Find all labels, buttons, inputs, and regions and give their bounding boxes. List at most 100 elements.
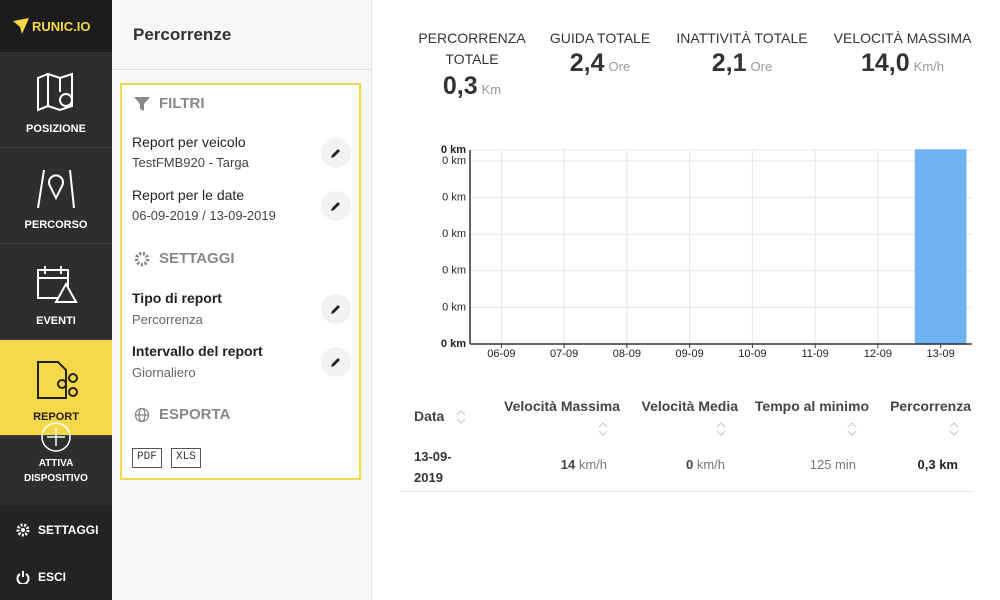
stat-unit: Km/h	[913, 59, 944, 74]
stat-value: 0,3	[442, 72, 478, 100]
field-value: Percorrenza	[132, 312, 203, 327]
stat: INATTIVITÀ TOTALE 2,1 Ore	[667, 28, 817, 78]
pencil-icon	[331, 358, 340, 367]
section-label: FILTRI	[159, 95, 205, 112]
y-tick-label: 0 km	[442, 191, 466, 203]
stat-value-row: 14,0 Km/h	[825, 49, 980, 78]
x-tick-label: 09-09	[676, 348, 704, 360]
field-label: Intervallo del report	[132, 343, 263, 359]
stat-value-row: 0,3 Km	[397, 72, 547, 101]
settings-link[interactable]: SETTAGGI	[16, 523, 98, 537]
table-header: Velocità Media	[641, 398, 738, 414]
table-cell: 0,3 km	[917, 457, 958, 472]
report-icon	[37, 361, 78, 399]
sort-icon[interactable]	[598, 422, 608, 436]
nav-label: EVENTI	[36, 315, 76, 327]
x-tick-label: 08-09	[613, 348, 641, 360]
y-tick-label: 0 km	[442, 265, 466, 277]
stat-value: 2,4	[569, 49, 605, 77]
x-tick-label: 12-09	[864, 348, 892, 360]
logout-link[interactable]: ESCI	[16, 570, 66, 584]
route-icon	[37, 169, 75, 209]
table-cell-date: 13-09-2019	[414, 449, 452, 485]
y-tick-label: 0 km	[442, 301, 466, 313]
map-icon	[37, 72, 73, 112]
nav-label: POSIZIONE	[26, 123, 86, 135]
pencil-icon	[331, 202, 340, 211]
power-icon	[16, 571, 30, 584]
x-tick-label: 10-09	[738, 348, 766, 360]
sort-icon[interactable]	[847, 422, 857, 436]
sort-icon[interactable]	[716, 422, 726, 436]
x-tick-label: 07-09	[550, 348, 578, 360]
x-tick-label: 06-09	[487, 348, 515, 360]
gear-icon	[16, 523, 30, 537]
activate-device[interactable]: ATTIVA DISPOSITIVO	[0, 420, 112, 502]
stat-label: PERCORRENZA TOTALE	[418, 30, 526, 67]
logo-text: RUNIC.IO	[32, 18, 91, 34]
field-label: Report per veicolo	[132, 134, 246, 150]
edit-button[interactable]	[321, 138, 351, 168]
table-header: Percorrenza	[890, 398, 971, 414]
stat-label: VELOCITÀ MASSIMA	[833, 30, 972, 46]
stat: PERCORRENZA TOTALE 0,3 Km	[397, 28, 547, 101]
section-label: SETTAGGI	[159, 250, 235, 267]
table-cell: 0 km/h	[686, 457, 725, 472]
stat: GUIDA TOTALE 2,4 Ore	[525, 28, 675, 78]
bar	[914, 149, 967, 345]
edit-button[interactable]	[321, 294, 351, 324]
y-tick-label: 0 km	[441, 144, 466, 156]
sort-icon[interactable]	[949, 422, 959, 436]
stat-value-row: 2,4 Ore	[525, 49, 675, 78]
nav-item[interactable]: EVENTI	[0, 244, 112, 340]
export-pdf[interactable]: PDF	[132, 448, 162, 468]
nav-item[interactable]: POSIZIONE	[0, 52, 112, 148]
field-value: TestFMB920 - Targa	[132, 155, 249, 170]
events-icon	[37, 266, 78, 303]
edit-button[interactable]	[321, 191, 351, 221]
stat-label: INATTIVITÀ TOTALE	[676, 30, 808, 46]
logo-icon	[13, 18, 29, 34]
cell-unit: km/h	[578, 457, 607, 472]
stat-value: 2,1	[711, 49, 747, 77]
section-title: SETTAGGI	[134, 250, 235, 267]
sort-icon[interactable]	[456, 410, 466, 424]
nav-item[interactable]: PERCORSO	[0, 148, 112, 244]
row-divider	[400, 491, 972, 492]
nav-item[interactable]: REPORT	[0, 340, 112, 436]
edit-button[interactable]	[321, 347, 351, 377]
field-value: Giornaliero	[132, 365, 196, 380]
pencil-icon	[331, 305, 340, 314]
section-label: ESPORTA	[159, 406, 231, 423]
globe-icon	[134, 407, 150, 422]
nav-label: REPORT	[33, 411, 79, 423]
table-header: Data	[414, 408, 445, 424]
stat-value: 14,0	[860, 49, 910, 77]
stat-label: GUIDA TOTALE	[549, 30, 651, 46]
table-cell: 125 min	[809, 457, 856, 472]
cell-unit: km/h	[696, 457, 725, 472]
stat: VELOCITÀ MASSIMA 14,0 Km/h	[825, 28, 980, 78]
field-label: Report per le date	[132, 187, 245, 203]
y-tick-label: 0 km	[441, 338, 466, 350]
table-header: Tempo al minimo	[754, 398, 869, 414]
cell-value: 14	[560, 457, 576, 472]
settings-label: SETTAGGI	[38, 523, 99, 537]
sidebar-bottom: SETTAGGI ESCI	[0, 505, 112, 600]
stat-unit: Km	[481, 82, 502, 97]
activate-label: ATTIVA DISPOSITIVO	[24, 458, 88, 484]
section-title: ESPORTA	[134, 406, 230, 423]
table-header: Velocità Massima	[504, 398, 620, 414]
filter-box: FILTRI Report per veicolo TestFMB920 - T…	[120, 83, 361, 480]
export-xls[interactable]: XLS	[171, 448, 201, 468]
logout-label: ESCI	[38, 570, 67, 584]
stat-unit: Ore	[608, 59, 631, 74]
stat-unit: Ore	[750, 59, 773, 74]
filter-panel: Percorrenze FILTRI Report per veicolo Te…	[112, 0, 372, 600]
logo[interactable]: RUNIC.IO	[0, 0, 112, 52]
field-label: Tipo di report	[132, 290, 222, 306]
gear-icon	[134, 251, 150, 266]
